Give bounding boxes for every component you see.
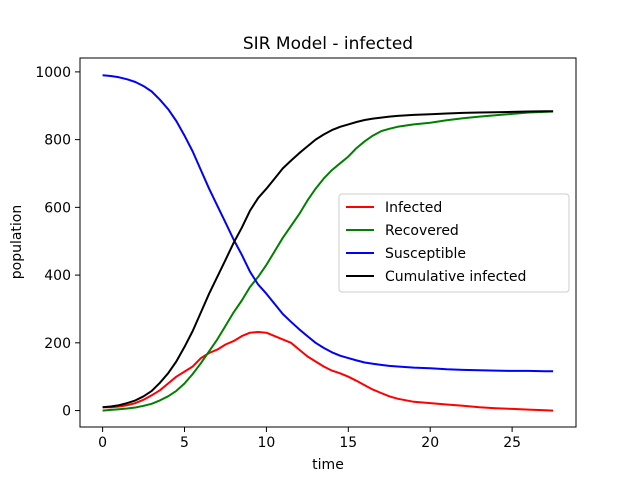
x-axis-label: time: [312, 457, 344, 473]
legend: Infected Recovered Susceptible Cumulative i…: [338, 193, 570, 293]
legend-label: Recovered: [385, 223, 459, 239]
x-tick-label: 5: [180, 435, 189, 451]
y-axis-label: population: [9, 205, 25, 280]
y-tick-label: 200: [44, 336, 71, 352]
y-tick-label: 600: [44, 200, 71, 216]
x-tick-label: 15: [339, 435, 357, 451]
y-tick-label: 800: [44, 133, 71, 149]
plot-area: [102, 74, 554, 412]
series-line-recovered: [102, 110, 554, 412]
y-tick-label: 400: [44, 268, 71, 284]
x-tick-label: 25: [503, 435, 521, 451]
axes-frame: [79, 57, 577, 428]
y-axis: 0 200 400 600 800 1000: [35, 65, 80, 420]
series-line-cumulative-infected: [102, 110, 554, 409]
x-tick-label: 0: [98, 435, 107, 451]
x-tick-label: 10: [257, 435, 275, 451]
chart-title: SIR Model - infected: [243, 34, 413, 54]
x-axis: 0 5 10 15 20 25: [98, 427, 521, 451]
y-tick-label: 1000: [35, 65, 71, 81]
legend-box: [338, 193, 570, 293]
legend-label: Cumulative infected: [385, 269, 526, 285]
series-line-infected: [102, 331, 554, 412]
y-tick-label: 0: [62, 404, 71, 420]
x-tick-label: 20: [421, 435, 439, 451]
legend-label: Infected: [385, 200, 442, 216]
series-line-susceptible: [102, 74, 554, 373]
legend-label: Susceptible: [385, 246, 466, 262]
